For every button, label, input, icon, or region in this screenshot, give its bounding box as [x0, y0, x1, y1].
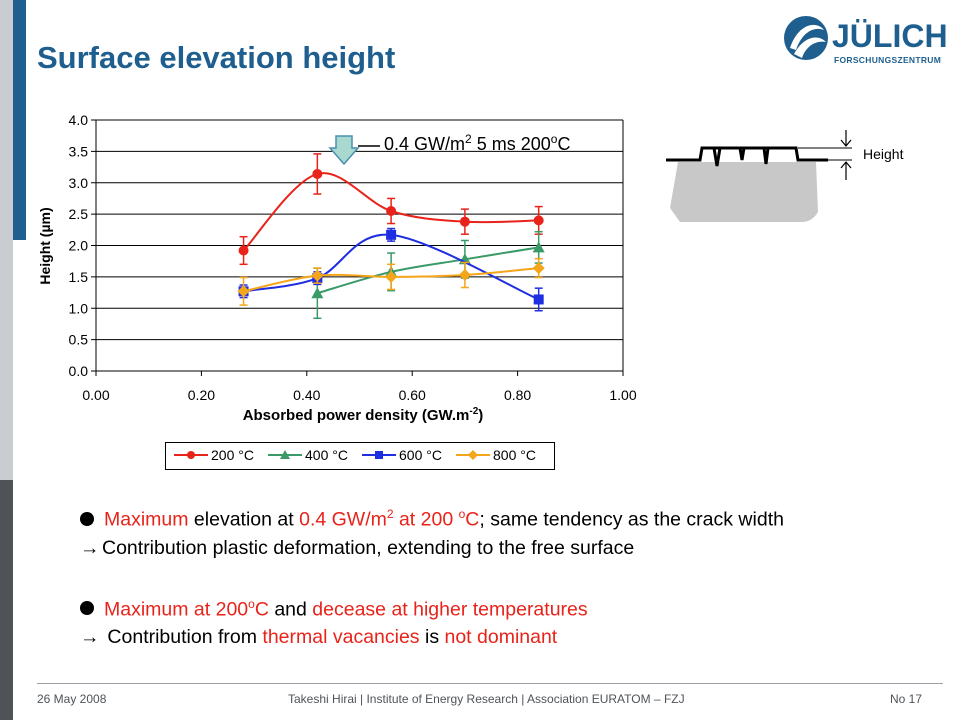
slide-title: Surface elevation height: [37, 40, 396, 75]
sidebar-decoration-blue: [13, 0, 26, 240]
footer-author: Takeshi Hirai | Institute of Energy Rese…: [288, 692, 685, 706]
chart-legend: 200 °C 400 °C 600 °C 800 °C: [165, 442, 555, 470]
data-point: [532, 241, 545, 253]
legend-item-800: 800 °C: [456, 447, 536, 463]
data-point: [533, 215, 544, 226]
height-schematic: [666, 130, 852, 222]
legend-marker-diamond: [456, 450, 490, 460]
y-axis-label: Height (µm): [37, 207, 53, 284]
x-tick-label: 1.00: [609, 387, 636, 403]
x-tick-label: 0.00: [82, 387, 109, 403]
legend-item-400: 400 °C: [268, 447, 348, 463]
bullet-1: Maximum elevation at 0.4 GW/m2 at 200 oC…: [80, 500, 960, 534]
x-tick-label: 0.60: [399, 387, 426, 403]
legend-label: 200 °C: [211, 447, 254, 463]
bullet-3: Maximum at 200oC and decease at higher t…: [80, 590, 960, 624]
bullet-dot-icon: [80, 601, 94, 615]
right-arrow-icon: →: [80, 536, 100, 559]
data-point: [237, 285, 250, 298]
y-tick-label: 0.0: [69, 363, 89, 379]
series-diamond: [237, 257, 545, 306]
legend-marker-triangle: [268, 450, 302, 459]
sidebar-decoration-dark: [0, 480, 13, 720]
down-arrow-icon: [328, 135, 360, 166]
data-point: [532, 262, 545, 275]
x-tick-label: 0.20: [188, 387, 215, 403]
legend-label: 800 °C: [493, 447, 536, 463]
footer-date: 26 May 2008: [37, 692, 107, 706]
y-tick-label: 0.5: [69, 332, 89, 348]
data-point: [238, 245, 249, 256]
y-tick-label: 3.5: [69, 143, 89, 159]
y-tick-label: 4.0: [69, 112, 89, 128]
chart-axes: [91, 119, 624, 376]
chart-series: [237, 153, 545, 320]
height-chart: 0.0 0.5 1.0 1.5 2.0 2.5 3.0 3.5 4.0 0.00 0.20 0.40 0…: [37, 112, 852, 424]
x-axis-label: Absorbed power density (GW.m-2): [243, 406, 484, 424]
y-tick-label: 1.0: [69, 300, 89, 316]
data-point: [533, 294, 544, 305]
x-tick-label: 0.40: [293, 387, 320, 403]
data-point: [386, 205, 397, 216]
data-point: [311, 269, 324, 282]
chart-tick-labels: 0.0 0.5 1.0 1.5 2.0 2.5 3.0 3.5 4.0 0.00 0.20 0.40 0…: [69, 112, 637, 403]
height-label: Height: [863, 146, 904, 162]
bullet-2: → Contribution plastic deformation, exten…: [80, 534, 960, 562]
right-arrow-icon: →: [80, 626, 100, 648]
y-tick-label: 2.0: [69, 238, 89, 254]
legend-marker-circle: [174, 451, 208, 459]
data-point: [386, 229, 397, 240]
legend-label: 400 °C: [305, 447, 348, 463]
julich-logo-icon: [784, 16, 828, 60]
series-line: [317, 246, 539, 295]
bullet-4: → Contribution from thermal vacancies is…: [80, 623, 960, 651]
logo-subtitle: FORSCHUNGSZENTRUM: [834, 55, 942, 65]
legend-label: 600 °C: [399, 447, 442, 463]
y-tick-label: 3.0: [69, 175, 89, 191]
legend-marker-square: [362, 451, 396, 459]
footer-divider: [37, 683, 943, 684]
sidebar-decoration-gray: [0, 0, 13, 480]
bullet-list: Maximum elevation at 0.4 GW/m2 at 200 oC…: [80, 500, 960, 651]
y-tick-label: 1.5: [69, 269, 89, 285]
legend-item-600: 600 °C: [362, 447, 442, 463]
data-point: [385, 270, 398, 283]
series-circle: [238, 153, 544, 266]
annotation-label: 0.4 GW/m2 5 ms 200oC: [384, 132, 571, 154]
footer-page-number: No 17: [890, 692, 923, 706]
bullet-dot-icon: [80, 511, 94, 526]
data-point: [311, 287, 324, 299]
logo-name: JÜLICH: [832, 18, 948, 54]
data-point: [459, 216, 470, 227]
x-tick-label: 0.80: [504, 387, 531, 403]
series-line: [243, 233, 540, 301]
data-point: [312, 168, 323, 179]
data-point: [458, 268, 471, 281]
y-tick-label: 2.5: [69, 206, 89, 222]
legend-item-200: 200 °C: [174, 447, 254, 463]
